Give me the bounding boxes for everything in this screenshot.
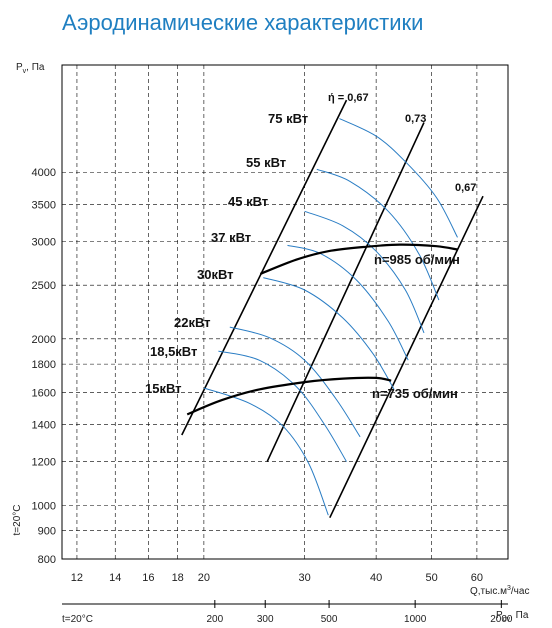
power-label-55kw: 55 кВт (246, 155, 286, 170)
power-label-45kw: 45 кВт (228, 194, 268, 209)
efficiency-line (266, 122, 425, 462)
pdv-tick-label: 200 (206, 614, 223, 625)
power-curve (316, 168, 440, 301)
efficiency-line (181, 99, 348, 436)
y-tick-label: 1400 (32, 420, 56, 432)
x-tick-label: 16 (142, 572, 154, 584)
pdv-tick-label: 500 (321, 614, 338, 625)
pdv-tick-label: 1000 (404, 614, 427, 625)
y-tick-label: 1800 (32, 359, 56, 371)
power-curve (218, 350, 347, 462)
x-tick-label: 14 (109, 572, 121, 584)
pdv-axis-temperature-label: t=20°C (62, 614, 93, 625)
power-label-18-5kw: 18,5кВт (150, 344, 197, 359)
power-label-37kw: 37 кВт (211, 230, 251, 245)
y-tick-label: 1600 (32, 387, 56, 399)
y-tick-label: 3500 (32, 199, 56, 211)
operating-lines (186, 243, 458, 416)
pdv-axis-label: Pdv, Па (496, 610, 529, 623)
x-tick-label: 18 (172, 572, 184, 584)
y-tick-label: 1000 (32, 500, 56, 512)
y-tick-label: 4000 (32, 167, 56, 179)
plot-frame (61, 64, 509, 560)
y-tick-label: 900 (38, 526, 56, 538)
power-label-15kw: 15кВт (145, 381, 182, 396)
power-curve (339, 118, 458, 238)
efficiency-label-top: ή = 0,67 (328, 92, 369, 104)
operating-line (186, 376, 392, 416)
pdv-tick-label: 300 (257, 614, 274, 625)
power-curve (304, 210, 425, 334)
operating-line (259, 243, 458, 275)
y-tick-label: 2000 (32, 334, 56, 346)
x-tick-label: 40 (370, 572, 382, 584)
axis-ticks: 12 14 16 18 20 30 40 50 60 800 900 1000 1200 1400 1600… (32, 167, 484, 584)
x-axis-label: Q,тыс.м3/час (470, 585, 529, 597)
speed-label-985: n=985 об/мин (374, 252, 460, 267)
x-tick-label: 12 (71, 572, 83, 584)
y-tick-label: 3000 (32, 236, 56, 248)
power-curves (203, 118, 458, 516)
grid (62, 65, 508, 560)
y-axis-label: Pv, Па (16, 62, 45, 75)
power-curve (229, 326, 361, 438)
power-curve (287, 244, 409, 361)
efficiency-label-middle: 0,73 (405, 113, 426, 125)
x-tick-label: 60 (471, 572, 483, 584)
y-tick-label: 2500 (32, 280, 56, 292)
y-axis-temperature-label: t=20°C (12, 505, 23, 536)
x-tick-label: 30 (299, 572, 311, 584)
pdv-tick-label: 2000 (490, 614, 513, 625)
power-label-30kw: 30кВт (197, 267, 234, 282)
power-label-75kw: 75 кВт (268, 111, 308, 126)
pdv-axis-ticks: 200 300 500 1000 2000 (206, 600, 513, 625)
power-curve (203, 387, 329, 516)
speed-label-735: n=735 об/мин (372, 386, 458, 401)
efficiency-label-right: 0,67 (455, 182, 476, 194)
x-tick-label: 20 (198, 572, 210, 584)
power-curve (263, 277, 395, 390)
y-tick-label: 800 (38, 554, 56, 566)
power-label-22kw: 22кВт (174, 315, 211, 330)
y-tick-label: 1200 (32, 457, 56, 469)
chart-title: Аэродинамические характеристики (62, 10, 423, 35)
x-tick-label: 50 (425, 572, 437, 584)
